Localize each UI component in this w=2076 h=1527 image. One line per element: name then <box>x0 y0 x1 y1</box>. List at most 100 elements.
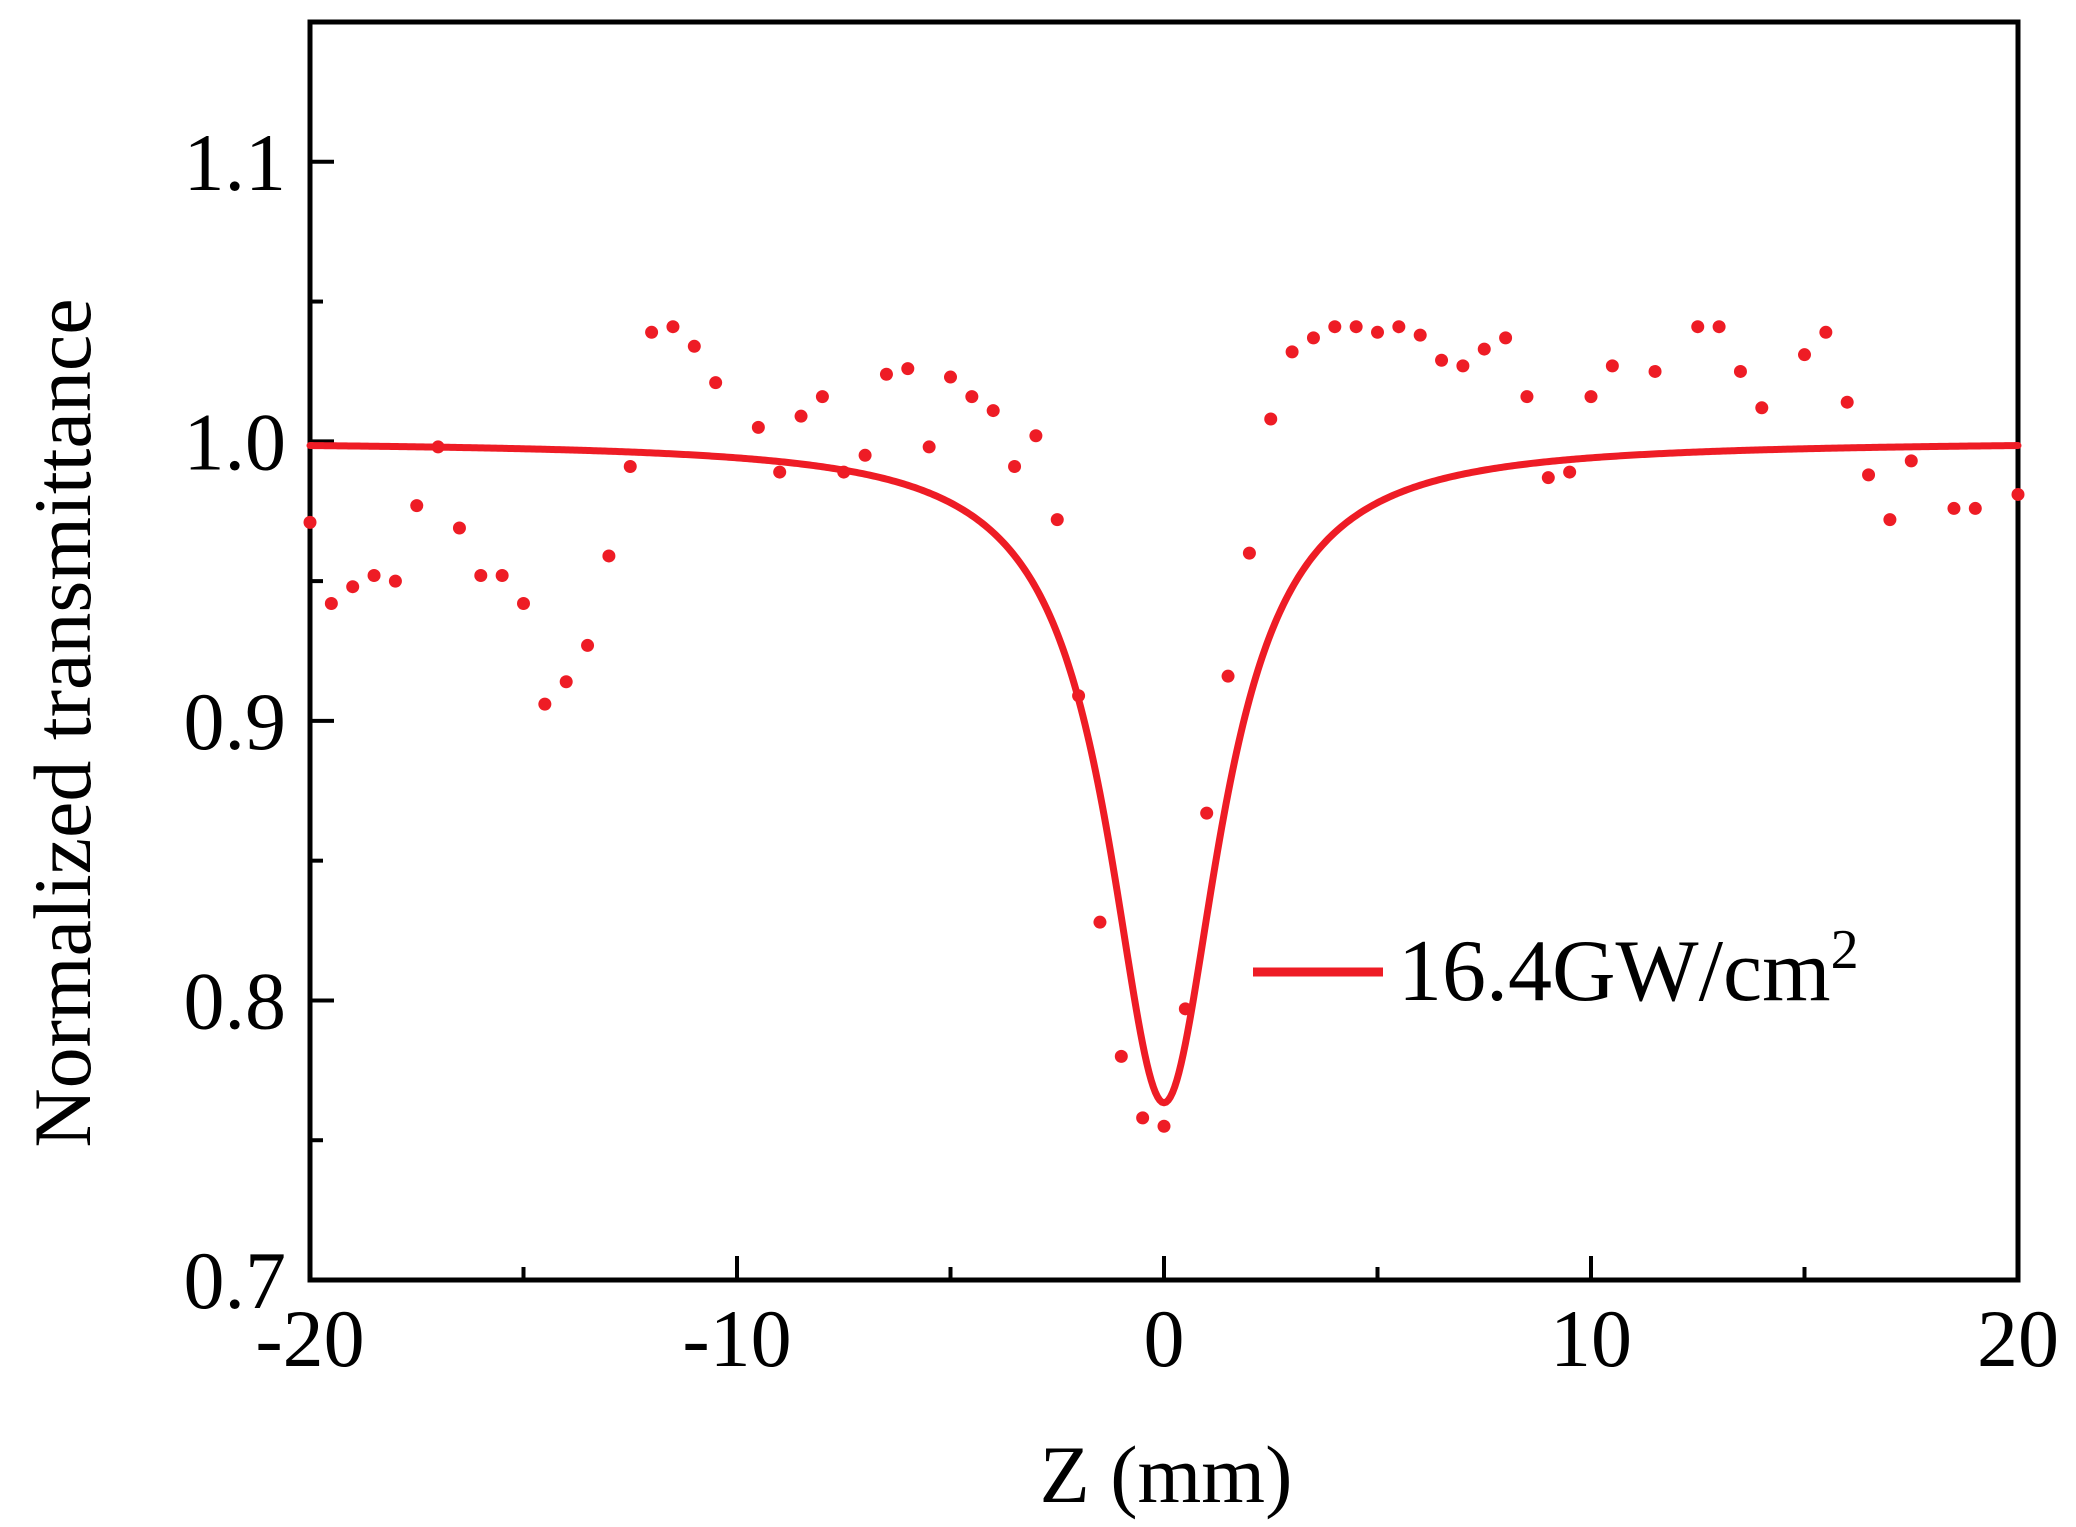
fit-curve-layer <box>306 442 2022 1107</box>
data-point <box>922 440 936 454</box>
data-point <box>474 569 488 583</box>
data-point <box>367 569 381 583</box>
data-point <box>1605 359 1619 373</box>
data-point <box>794 409 808 423</box>
data-point <box>1456 359 1470 373</box>
data-point <box>517 596 530 610</box>
data-point <box>687 339 701 353</box>
y-tick-label: 1.1 <box>184 117 287 208</box>
data-point <box>1435 353 1449 367</box>
data-point <box>1563 465 1577 479</box>
data-point <box>858 448 872 462</box>
data-point <box>1050 513 1064 527</box>
data-point <box>1328 320 1342 334</box>
data-point <box>1904 454 1918 468</box>
data-point <box>538 697 552 711</box>
data-point <box>303 515 317 529</box>
legend-label-text: 16.4GW/cm <box>1398 923 1831 1020</box>
data-point <box>1093 915 1107 929</box>
plot-frame <box>307 19 2021 1283</box>
data-point <box>1200 806 1214 820</box>
data-point <box>1712 320 1726 334</box>
data-point <box>1648 364 1662 378</box>
data-point <box>1755 401 1769 415</box>
data-point <box>1883 513 1897 527</box>
data-point <box>581 638 595 652</box>
data-point <box>986 404 1000 418</box>
x-axis-label: Z (mm) <box>1040 1429 1293 1520</box>
data-point <box>1499 331 1513 345</box>
y-tick-label: 0.8 <box>184 955 287 1046</box>
data-point <box>1306 331 1320 345</box>
data-point <box>1413 328 1427 342</box>
data-point <box>901 362 915 376</box>
legend: 16.4GW/cm2 <box>1253 919 1859 1020</box>
legend-label-superscript: 2 <box>1831 919 1859 981</box>
data-point <box>1285 345 1299 359</box>
data-point <box>1584 390 1598 404</box>
data-point <box>1947 501 1961 515</box>
data-point <box>1968 501 1982 515</box>
data-point <box>773 465 787 479</box>
data-point <box>623 459 637 473</box>
data-point <box>1008 459 1022 473</box>
data-point <box>879 367 893 381</box>
data-point <box>2011 487 2025 501</box>
data-point <box>965 390 979 404</box>
data-point <box>815 390 829 404</box>
data-point <box>944 370 957 384</box>
data-point <box>1371 325 1384 339</box>
data-point <box>1178 1002 1192 1016</box>
data-point <box>410 499 424 513</box>
data-point <box>1157 1119 1171 1133</box>
data-point <box>559 675 573 689</box>
x-tick-label: -20 <box>255 1293 364 1384</box>
data-point <box>1733 364 1747 378</box>
data-point <box>1114 1049 1128 1063</box>
x-tick-label: 10 <box>1550 1293 1632 1384</box>
data-point <box>1691 320 1705 334</box>
data-point <box>1264 412 1278 426</box>
legend-label: 16.4GW/cm2 <box>1398 919 1859 1020</box>
data-point <box>1242 546 1256 560</box>
y-tick-label: 0.7 <box>184 1235 287 1326</box>
axes <box>307 19 2021 1283</box>
data-point <box>388 574 402 588</box>
data-point <box>602 549 616 563</box>
data-point <box>666 320 680 334</box>
data-point <box>1819 325 1833 339</box>
data-point <box>1349 320 1363 334</box>
data-point <box>751 420 765 434</box>
data-point <box>495 569 509 583</box>
x-tick-label: -10 <box>682 1293 791 1384</box>
y-tick-label: 1.0 <box>184 396 287 487</box>
data-point <box>1136 1111 1150 1125</box>
fit-curve <box>306 442 2022 1107</box>
data-point <box>1072 689 1086 703</box>
data-point <box>324 596 338 610</box>
data-point <box>1541 471 1555 485</box>
data-point <box>1862 468 1876 482</box>
x-tick-label: 20 <box>1977 1293 2059 1384</box>
data-point <box>346 580 360 594</box>
x-tick-label: 0 <box>1144 1293 1185 1384</box>
data-point <box>1798 348 1811 362</box>
data-point <box>837 465 851 479</box>
data-point <box>1221 669 1235 683</box>
data-point <box>709 376 723 390</box>
y-tick-label: 0.9 <box>184 676 287 767</box>
data-point <box>431 440 445 454</box>
x-axis-ticks: -20 -10 0 10 20 <box>255 1256 2059 1384</box>
data-point <box>1520 390 1534 404</box>
data-point <box>1029 429 1043 443</box>
y-axis-ticks: 0.7 0.8 0.9 1.0 1.1 <box>184 20 334 1326</box>
y-axis-label: Normalized transmittance <box>17 298 108 1147</box>
data-point <box>645 325 659 339</box>
data-points-layer <box>303 320 2025 1133</box>
data-point <box>452 521 466 535</box>
data-point <box>1392 320 1406 334</box>
data-point <box>1840 395 1854 409</box>
data-point <box>1477 342 1491 356</box>
